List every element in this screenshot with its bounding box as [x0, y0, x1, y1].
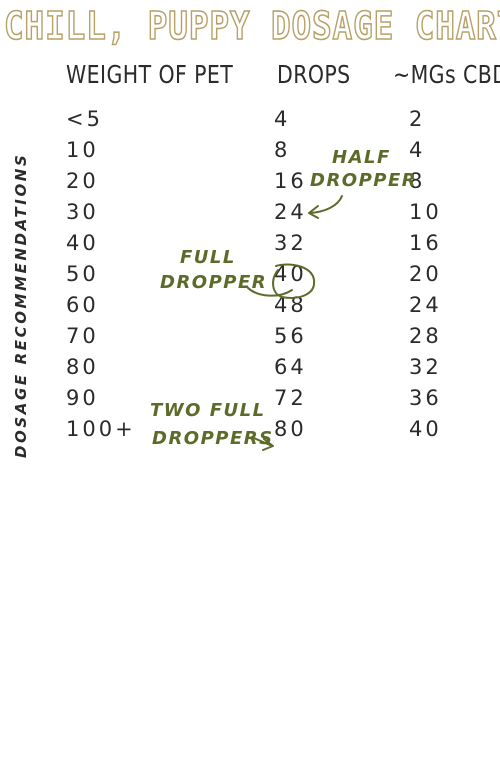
dosage-table: <5 4 2 10 8 4 20 16 8 30 24 10 40 32 16 …: [0, 104, 500, 445]
cell-weight: 60: [66, 293, 99, 317]
cell-mgs: 20: [409, 262, 442, 286]
cell-drops: 64: [274, 355, 307, 379]
table-row: 30 24 10: [0, 197, 500, 228]
table-row: <5 4 2: [0, 104, 500, 135]
annotation-half-dropper-line2: DROPPER: [310, 170, 418, 191]
table-row: 40 32 16: [0, 228, 500, 259]
chart-title: CHILL, PUPPY DOSAGE CHART: [3, 3, 500, 49]
annotation-full-dropper-line2: DROPPER: [160, 272, 268, 293]
annotation-full-dropper-line1: FULL: [180, 247, 236, 268]
annotation-two-full-droppers-line1: TWO FULL: [150, 400, 266, 421]
arrow-full-dropper-icon: [246, 286, 293, 297]
cell-mgs: 40: [409, 417, 442, 441]
annotation-two-full-droppers-line2: DROPPERS: [152, 428, 274, 449]
cell-drops: 16: [274, 169, 307, 193]
cell-drops: 4: [274, 107, 291, 131]
cell-drops: 80: [274, 417, 307, 441]
header-weight: WEIGHT OF PET: [66, 60, 234, 89]
cell-drops: 24: [274, 200, 307, 224]
cell-weight: 40: [66, 231, 99, 255]
table-row: 60 48 24: [0, 290, 500, 321]
cell-weight: 30: [66, 200, 99, 224]
table-row: 70 56 28: [0, 321, 500, 352]
cell-weight: 70: [66, 324, 99, 348]
cell-drops: 32: [274, 231, 307, 255]
cell-mgs: 32: [409, 355, 442, 379]
sidebar-label-wrap: DOSAGE RECOMMENDATIONS: [10, 153, 32, 768]
cell-mgs: 36: [409, 386, 442, 410]
cell-drops: 72: [274, 386, 307, 410]
cell-mgs: 2: [409, 107, 426, 131]
table-row: 100+ 80 40: [0, 414, 500, 445]
table-row: 90 72 36: [0, 383, 500, 414]
cell-mgs: 28: [409, 324, 442, 348]
table-row: 10 8 4: [0, 135, 500, 166]
cell-weight: <5: [66, 107, 103, 131]
table-row: 80 64 32: [0, 352, 500, 383]
cell-drops: 56: [274, 324, 307, 348]
cell-weight: 10: [66, 138, 99, 162]
cell-mgs: 24: [409, 293, 442, 317]
cell-mgs: 16: [409, 231, 442, 255]
cell-drops: 8: [274, 138, 291, 162]
cell-weight: 80: [66, 355, 99, 379]
cell-mgs: 10: [409, 200, 442, 224]
header-drops: DROPS: [277, 60, 351, 89]
cell-weight: 50: [66, 262, 99, 286]
header-mgs-cbd: ~MGs CBD: [393, 60, 500, 89]
table-row: 20 16 8: [0, 166, 500, 197]
cell-weight: 90: [66, 386, 99, 410]
cell-mgs: 8: [409, 169, 426, 193]
arrow-half-dropper-icon: [308, 195, 343, 219]
cell-mgs: 4: [409, 138, 426, 162]
cell-weight: 20: [66, 169, 99, 193]
annotation-half-dropper-line1: HALF: [332, 147, 391, 168]
cell-weight: 100+: [66, 417, 136, 441]
circle-forty-icon: [272, 263, 316, 299]
annotation-arrows: [246, 195, 343, 451]
arrow-two-droppers-icon: [251, 436, 274, 451]
